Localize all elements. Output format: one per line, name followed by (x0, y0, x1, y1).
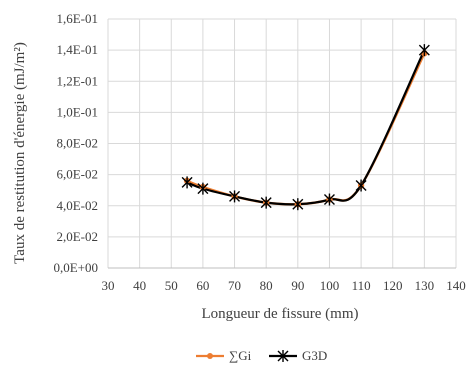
x-axis-label: Longueur de fissure (mm) (201, 306, 358, 322)
series-lines (185, 49, 426, 206)
y-tick-label: 8,0E-02 (56, 136, 98, 151)
data-point-series-2 (418, 44, 430, 57)
y-tick-label: 1,0E-01 (56, 104, 98, 119)
y-tick-label: 6,0E-02 (56, 167, 98, 182)
y-tick-label: 1,4E-01 (56, 42, 98, 57)
y-tick-label: 0,0E+00 (53, 260, 98, 275)
legend-item: ∑Gi (196, 348, 252, 363)
x-tick-label: 140 (446, 278, 466, 293)
y-tick-label: 4,0E-02 (56, 198, 98, 213)
x-tick-label: 30 (102, 278, 115, 293)
legend: ∑Gi G3D (196, 348, 327, 363)
x-tick-label: 80 (260, 278, 273, 293)
data-point-series-2 (260, 196, 272, 209)
data-point-series-2 (181, 176, 193, 189)
y-tick-label: 1,6E-01 (56, 11, 98, 26)
data-point-series-2 (292, 198, 304, 211)
series-line-2 (185, 49, 426, 206)
y-tick-label: 2,0E-02 (56, 229, 98, 244)
x-tick-label: 90 (291, 278, 304, 293)
series-markers (181, 44, 430, 211)
x-tick-label: 100 (320, 278, 340, 293)
x-tick-label: 130 (415, 278, 435, 293)
y-tick-label: 1,2E-01 (56, 73, 98, 88)
legend-label: ∑Gi (229, 348, 252, 363)
grid (107, 18, 457, 269)
y-axis-label: Taux de restitution d'énergie (mJ/m²) (12, 42, 28, 264)
x-tick-label: 70 (228, 278, 241, 293)
x-tick-label: 120 (383, 278, 403, 293)
x-tick-label: 50 (165, 278, 178, 293)
legend-item: G3D (269, 348, 327, 363)
x-tick-label: 110 (352, 278, 371, 293)
x-tick-label: 60 (196, 278, 209, 293)
legend-marker (277, 350, 289, 362)
data-point-series-2 (355, 179, 367, 192)
axes: 30 40 50 60 70 80 90 100 110 120 130 140 0,0E+00 2,0E… (53, 11, 465, 293)
data-point-series-2 (197, 182, 209, 195)
data-point-series-2 (229, 190, 241, 203)
data-point-series-2 (323, 193, 335, 206)
legend-label: G3D (302, 348, 327, 363)
legend-marker (207, 353, 213, 359)
x-tick-label: 40 (133, 278, 146, 293)
